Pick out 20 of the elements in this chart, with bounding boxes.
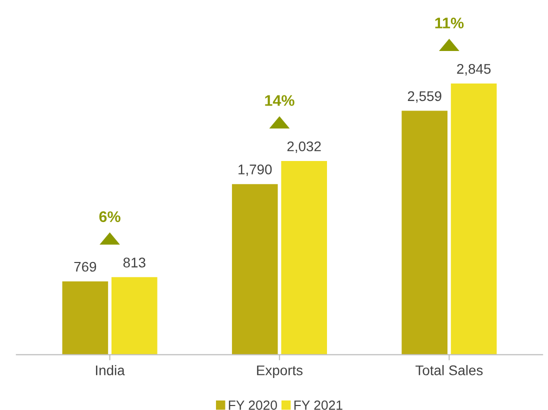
bar (281, 161, 327, 355)
data-label: 2,559 (408, 91, 442, 103)
legend-label: FY 2021 (294, 400, 342, 410)
bar (111, 277, 158, 355)
data-label: 1,790 (238, 164, 272, 176)
data-label: 769 (74, 262, 96, 272)
bar (402, 110, 448, 355)
text: 11% (435, 18, 464, 28)
annotation: 14% (265, 95, 294, 106)
annotation: 6% (99, 211, 120, 222)
bar (450, 84, 497, 355)
legend-label: FY 2020 (228, 400, 277, 410)
data-label: 813 (123, 258, 146, 268)
bar (232, 184, 278, 355)
data-label: 2,845 (457, 64, 491, 76)
bar (62, 281, 108, 355)
x-tick-label: Exports (257, 366, 303, 378)
data-label: 2,032 (287, 141, 321, 153)
x-tick-label: Total Sales (416, 365, 483, 376)
x-tick-label: India (96, 365, 125, 376)
